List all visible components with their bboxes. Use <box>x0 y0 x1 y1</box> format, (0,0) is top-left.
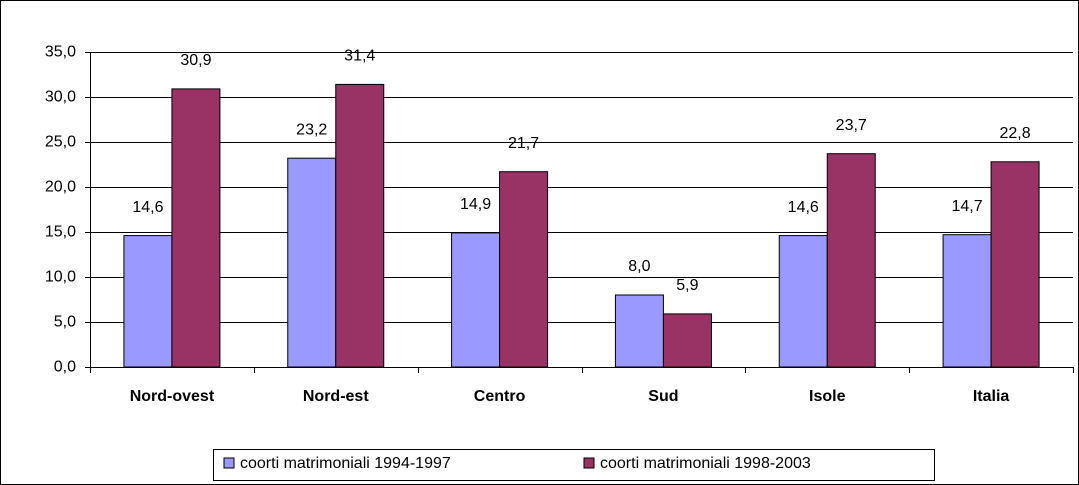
y-tick-label: 10,0 <box>45 269 76 286</box>
y-tick-label: 15,0 <box>45 224 76 241</box>
bar <box>171 88 221 368</box>
legend-label: coorti matrimoniali 1998-2003 <box>600 455 811 472</box>
legend-box <box>213 449 935 481</box>
y-tick-label: 35,0 <box>45 44 76 61</box>
bar <box>990 161 1040 368</box>
data-label: 5,9 <box>676 277 698 294</box>
bar <box>826 153 876 368</box>
y-tick-label: 30,0 <box>45 89 76 106</box>
y-tick-label: 5,0 <box>54 314 76 331</box>
data-label: 14,6 <box>132 199 163 216</box>
data-label: 23,2 <box>296 121 327 138</box>
data-label: 21,7 <box>508 135 539 152</box>
x-tick-label: Isole <box>809 388 846 405</box>
x-tick-label: Italia <box>973 388 1010 405</box>
data-label: 14,7 <box>952 198 983 215</box>
bar <box>123 235 173 368</box>
bar <box>335 83 385 368</box>
data-label: 8,0 <box>628 258 650 275</box>
bar <box>287 157 337 368</box>
x-tick-label: Sud <box>648 388 678 405</box>
y-tick-label: 0,0 <box>54 359 76 376</box>
bar <box>451 232 501 368</box>
data-label: 14,9 <box>460 196 491 213</box>
x-tick-label: Centro <box>474 388 526 405</box>
x-tick-label: Nord-ovest <box>130 388 215 405</box>
x-tick-label: Nord-est <box>303 388 369 405</box>
data-label: 22,8 <box>1000 125 1031 142</box>
bar <box>778 235 828 368</box>
data-label: 23,7 <box>836 117 867 134</box>
legend-swatch <box>583 457 595 469</box>
bar <box>662 313 712 368</box>
bar <box>499 171 549 368</box>
legend-label: coorti matrimoniali 1994-1997 <box>240 455 451 472</box>
bar <box>942 234 992 368</box>
y-tick-label: 20,0 <box>45 179 76 196</box>
bar <box>614 294 664 368</box>
legend-swatch <box>223 457 235 469</box>
data-label: 31,4 <box>344 48 375 65</box>
data-label: 14,6 <box>788 199 819 216</box>
y-tick-label: 25,0 <box>45 134 76 151</box>
data-label: 30,9 <box>180 52 211 69</box>
